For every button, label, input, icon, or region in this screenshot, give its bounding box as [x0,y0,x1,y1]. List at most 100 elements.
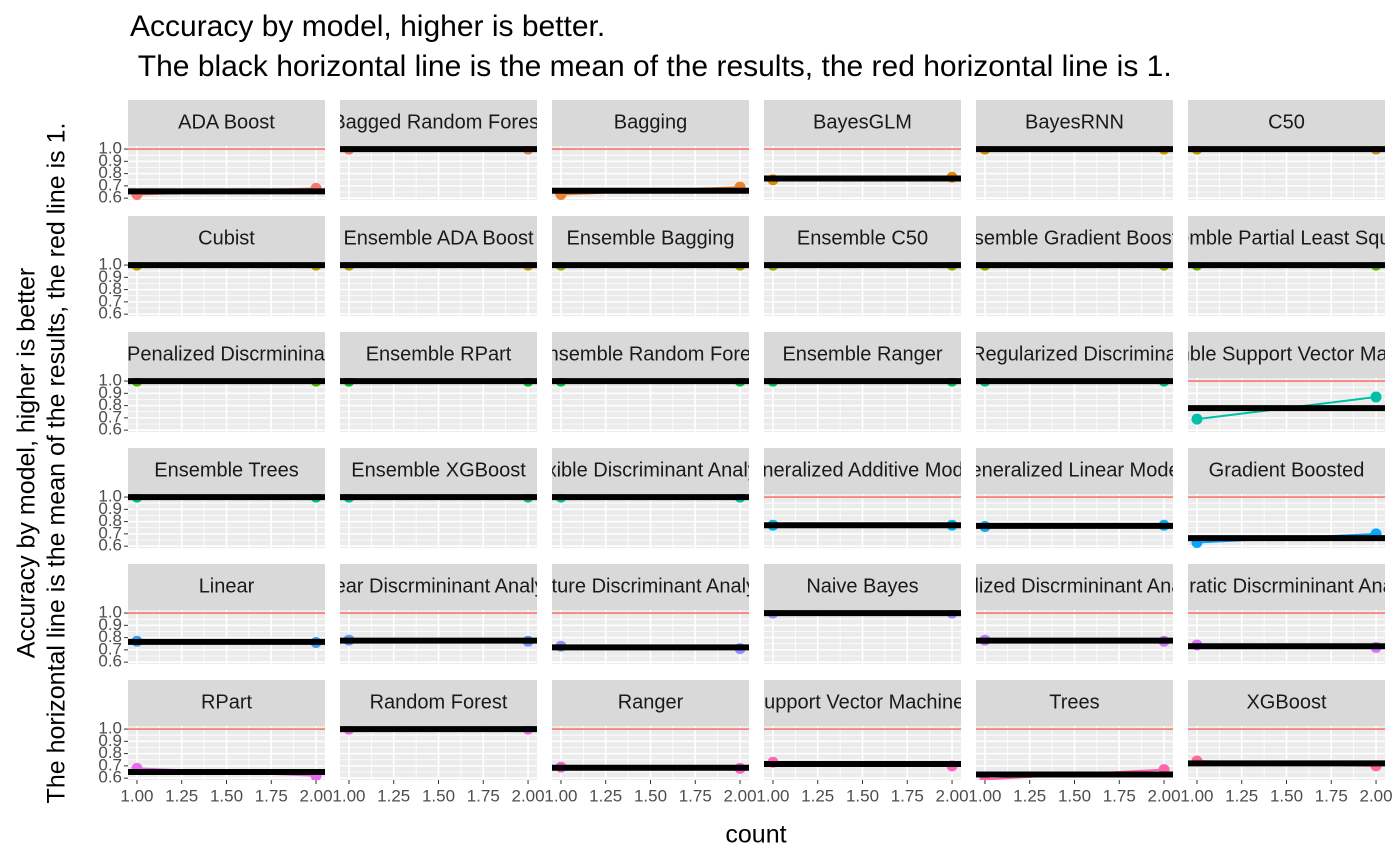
strip-background [340,680,537,726]
y-tick-label: 1.0 [98,139,122,158]
panel [340,494,537,548]
x-tick-label: 1.25 [801,786,834,805]
strip-label: Linear [199,575,255,597]
chart-title: Accuracy by model, higher is better. [130,10,605,43]
y-tick-label: 0.9 [98,499,122,518]
y-tick-label: 0.8 [98,511,122,530]
strip-background [976,100,1173,146]
panel [976,726,1173,780]
y-tick-label: 0.7 [98,523,122,542]
data-point [1370,391,1382,403]
strip-background [340,216,537,262]
strip-background [764,564,961,610]
x-axis-title: count [725,821,786,849]
strip-label: XGBoost [1246,691,1326,713]
strip-label: RPart [201,691,253,713]
strip-background [552,100,749,146]
x-tick-label: 1.50 [210,786,243,805]
y-tick-label: 0.7 [98,291,122,310]
strip-background [764,680,961,726]
panel [340,378,537,432]
x-tick-label: 2.00 [299,786,332,805]
panel [976,494,1173,548]
data-point [1191,413,1203,425]
strip-label: Bagging [614,111,687,133]
y-axis-title: Accuracy by model, higher is better [13,268,41,658]
panel [128,378,325,432]
panel [1188,610,1385,664]
strip-label: BayesGLM [813,111,912,133]
strip-background [128,448,325,494]
panel [764,262,961,316]
strip-background [1188,332,1385,378]
strip-background [128,216,325,262]
strip-background [552,332,749,378]
strip-label: Ensemble Penalized Discrmininant Analysi… [33,343,421,365]
strip-background [340,100,537,146]
panel [128,146,325,200]
strip-label: Ranger [618,691,684,713]
strip-label: Generalized Additive Models [736,459,989,481]
panel [128,726,325,780]
strip-label: Gradient Boosted [1209,459,1365,481]
y-tick-label: 0.9 [98,383,122,402]
strip-label: Ensemble C50 [797,227,928,249]
x-tick-label: 2.00 [1359,786,1392,805]
strip-label: Cubist [198,227,255,249]
panel [552,494,749,548]
x-tick-label: 1.00 [120,786,153,805]
strip-label: Ensemble Trees [154,459,299,481]
strip-label: Bagged Random Forest [332,111,545,133]
x-tick-label: 1.75 [467,786,500,805]
strip-background [1188,680,1385,726]
y-tick-label: 0.6 [98,420,122,439]
strip-label: Ensemble Bagging [567,227,735,249]
x-tick-label: 1.50 [1270,786,1303,805]
strip-label: Naive Bayes [806,575,918,597]
y-tick-label: 0.9 [98,731,122,750]
panel [764,610,961,664]
y-tick-label: 1.0 [98,487,122,506]
panel [764,494,961,548]
strip-background [1188,564,1385,610]
strip-label: Generalized Linear Models [955,459,1194,481]
x-tick-label: 1.50 [846,786,879,805]
panel [764,378,961,432]
strip-label: Trees [1049,691,1099,713]
strip-background [128,680,325,726]
y-tick-label: 0.8 [98,395,122,414]
panel [976,262,1173,316]
x-tick-label: 2.00 [511,786,544,805]
strip-label: Ensemble Ranger [782,343,942,365]
panel [552,610,749,664]
strip-background [340,564,537,610]
x-tick-label: 1.50 [422,786,455,805]
strip-label: Penalized Discrmininant Analysis [928,575,1221,597]
strip-background [976,216,1173,262]
strip-background [552,448,749,494]
y-tick-label: 0.9 [98,615,122,634]
strip-background [1188,100,1385,146]
panel [1188,494,1385,548]
panel [340,610,537,664]
x-tick-label: 1.00 [332,786,365,805]
strip-label: Random Forest [370,691,508,713]
panel [764,726,961,780]
strip-background [128,564,325,610]
x-tick-label: 1.25 [1013,786,1046,805]
panel [552,726,749,780]
y-tick-label: 1.0 [98,255,122,274]
y-tick-label: 0.9 [98,267,122,286]
y-tick-label: 1.0 [98,603,122,622]
panel [1188,262,1385,316]
strip-label: Ensemble ADA Boost [343,227,534,249]
y-tick-label: 0.6 [98,536,122,555]
x-tick-label: 1.25 [589,786,622,805]
y-tick-label: 0.8 [98,163,122,182]
strip-label: Mixture Discriminant Analysis [520,575,780,597]
y-tick-label: 0.8 [98,627,122,646]
x-tick-label: 1.50 [634,786,667,805]
x-tick-label: 2.00 [723,786,756,805]
strip-background [976,332,1173,378]
